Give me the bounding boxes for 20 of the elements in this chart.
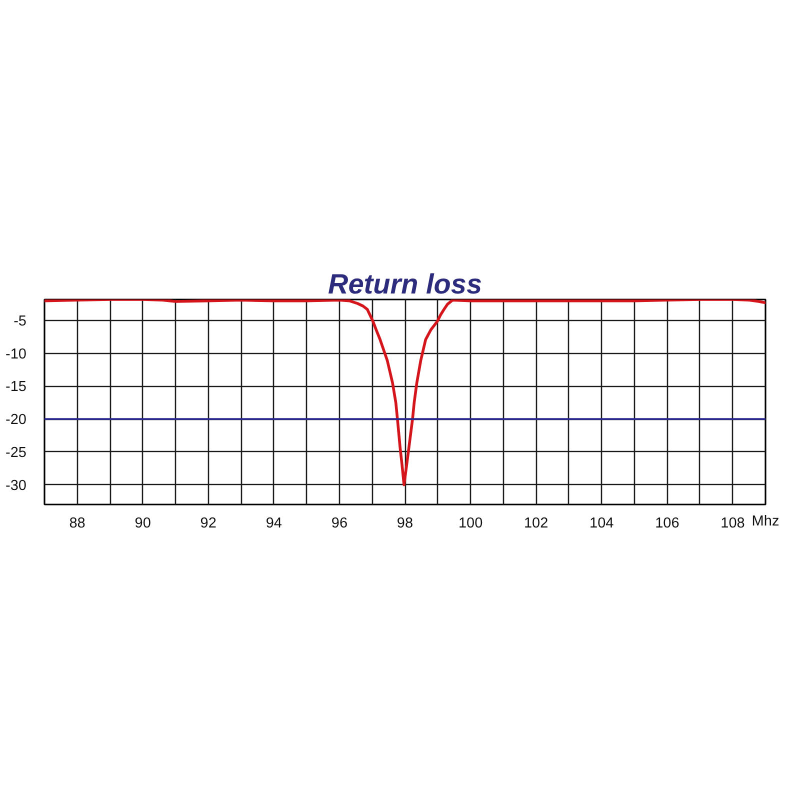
x-tick-label: 88 [69, 516, 86, 532]
chart-title: Return loss [328, 268, 482, 300]
x-tick-label: 98 [396, 516, 414, 532]
y-tick-label: -10 [6, 346, 27, 362]
x-tick-label: 92 [200, 516, 216, 532]
x-tick-label: 90 [134, 516, 151, 532]
x-tick-label: 108 [720, 516, 745, 532]
y-tick-label: -25 [6, 444, 27, 461]
line-series [44, 300, 766, 486]
x-tick-label: 102 [524, 516, 548, 532]
y-tick-label: -5 [14, 314, 27, 330]
x-tick-label: 100 [458, 516, 483, 532]
x-tick-label: 106 [655, 516, 680, 532]
y-tick-label: -30 [6, 478, 27, 494]
y-tick-label: -15 [6, 379, 27, 396]
y-tick-label: -20 [6, 412, 27, 428]
x-tick-label: 96 [331, 516, 348, 532]
x-tick-label: 94 [266, 516, 282, 532]
x-tick-label: 104 [590, 516, 614, 532]
x-axis-title: Mhz [752, 514, 780, 530]
